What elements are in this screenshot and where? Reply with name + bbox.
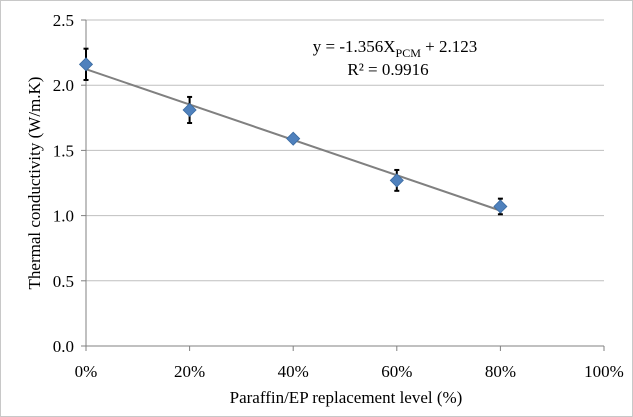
x-tick-label: 80% xyxy=(485,362,516,381)
x-tick-label: 20% xyxy=(174,362,205,381)
x-tick-label: 40% xyxy=(278,362,309,381)
x-tick-label: 60% xyxy=(381,362,412,381)
data-point xyxy=(286,131,301,146)
y-tick-labels: 0.0 0.5 1.0 1.5 2.0 2.5 xyxy=(53,11,74,356)
data-point xyxy=(389,173,404,188)
y-axis-label: Thermal conductivity (W/m.K) xyxy=(25,77,44,290)
x-axis-label: Paraffin/EP replacement level (%) xyxy=(230,388,463,407)
r-squared-label: R² = 0.9916 xyxy=(347,60,428,79)
equation-tail: + 2.123 xyxy=(421,37,477,56)
y-tick-label: 1.0 xyxy=(53,207,74,226)
equation-main: y = -1.356X xyxy=(313,37,396,56)
data-point xyxy=(493,199,508,214)
y-tick-label: 1.5 xyxy=(53,141,74,160)
data-point xyxy=(182,102,197,118)
y-tick-label: 2.0 xyxy=(53,76,74,95)
x-tick-labels: 0% 20% 40% 60% 80% 100% xyxy=(75,362,624,381)
data-point xyxy=(78,57,94,72)
data-points xyxy=(78,57,508,214)
y-tick-label: 0.0 xyxy=(53,337,74,356)
x-tick-label: 100% xyxy=(584,362,624,381)
axes xyxy=(81,19,605,351)
y-tick-label: 2.5 xyxy=(53,11,74,30)
y-tick-label: 0.5 xyxy=(53,272,74,291)
gridlines xyxy=(86,19,604,282)
trendline-equation: y = -1.356XPCM + 2.123 xyxy=(313,37,477,60)
x-tick-label: 0% xyxy=(75,362,98,381)
equation-subscript: PCM xyxy=(396,46,422,60)
